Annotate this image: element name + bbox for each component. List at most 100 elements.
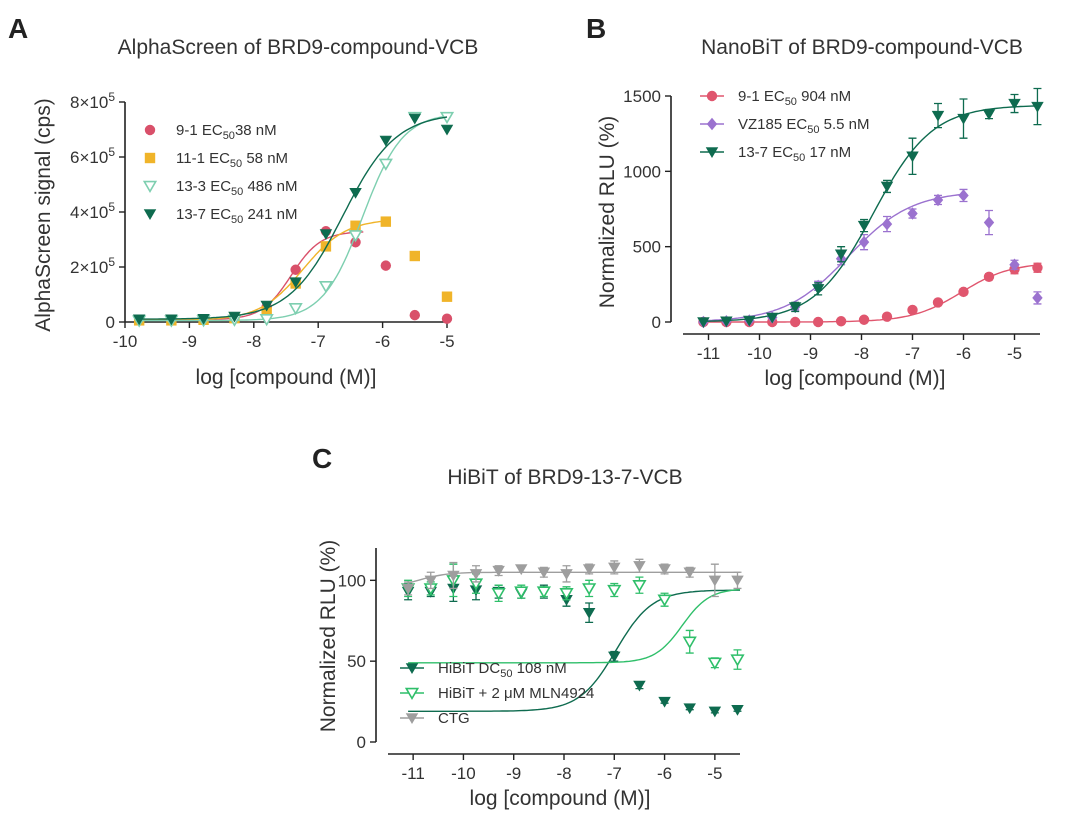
data-point — [608, 651, 621, 663]
legend-label-value: 904 nM — [797, 88, 851, 105]
data-point — [881, 311, 893, 322]
data-point — [559, 588, 574, 601]
data-point — [289, 277, 302, 289]
data-point — [350, 220, 361, 231]
data-point — [492, 565, 505, 577]
data-point — [378, 158, 393, 171]
x-axis-label: log [compound (M)] — [196, 366, 377, 389]
y-tick-label-base: 4×10 — [70, 203, 108, 222]
legend-marker — [144, 152, 156, 164]
x-tick-label: -9 — [506, 764, 521, 783]
data-point — [932, 193, 944, 207]
y-tick-label: 2×105 — [70, 255, 115, 277]
data-point — [683, 703, 696, 715]
legend-label-value: 58 nM — [242, 150, 288, 167]
data-point — [165, 314, 178, 326]
data-point — [536, 586, 551, 599]
x-tick-label: -11 — [401, 764, 424, 783]
legend-label-main: VZ185 EC — [738, 116, 807, 133]
y-tick-label: 6×105 — [70, 145, 115, 167]
data-point — [880, 181, 894, 193]
data-point — [657, 594, 672, 607]
y-tick-label-base: 0 — [106, 313, 115, 332]
legend-item: 9-1 EC50 904 nM — [700, 88, 851, 108]
data-point — [1008, 98, 1021, 110]
data-point — [288, 303, 303, 316]
y-tick-label: 0 — [106, 313, 115, 332]
data-point — [537, 567, 551, 579]
data-point — [560, 569, 573, 580]
data-point — [983, 271, 995, 282]
legend-label-value: 17 nM — [805, 144, 851, 161]
x-tick-label: -9 — [182, 332, 197, 351]
x-tick-label: -6 — [956, 344, 971, 363]
x-tick-label: -6 — [375, 332, 390, 351]
data-point — [319, 229, 333, 241]
data-point — [932, 297, 944, 308]
data-point — [491, 588, 506, 601]
legend-label-main: 11-1 EC — [176, 150, 230, 167]
legend-label-subscript: 50 — [231, 186, 243, 198]
series-1 — [698, 188, 1043, 329]
legend-label-value: 241 nM — [243, 206, 297, 223]
x-tick-label: -10 — [113, 332, 138, 351]
data-point — [469, 569, 483, 580]
legend-item: HiBiT DC50 108 nM — [400, 660, 567, 680]
y-tick-label: 0 — [357, 733, 366, 752]
data-point — [983, 216, 995, 229]
legend-label: HiBiT DC50 108 nM — [438, 660, 567, 680]
data-point — [401, 583, 415, 595]
data-point — [708, 706, 722, 718]
x-tick-label: -10 — [451, 764, 476, 783]
series-3 — [132, 113, 454, 326]
legend-label-subscript: 50 — [223, 130, 235, 142]
data-point — [582, 583, 597, 596]
data-point — [958, 286, 969, 298]
x-tick-label: -7 — [311, 332, 326, 351]
legend-label-subscript: 50 — [793, 152, 805, 164]
data-point — [582, 564, 596, 576]
y-tick-label-base: 2×10 — [70, 258, 108, 277]
x-tick-label: -7 — [905, 344, 920, 363]
data-point — [707, 657, 722, 670]
fit-curve — [408, 588, 741, 664]
legend-label: CTG — [438, 710, 470, 727]
data-point — [811, 284, 825, 295]
x-tick-label: -11 — [697, 344, 720, 363]
data-point — [348, 230, 363, 243]
panel-letter: C — [312, 443, 332, 474]
legend-label-subscript: 50 — [807, 124, 819, 136]
legend-label: 9-1 EC50 904 nM — [738, 88, 851, 108]
data-point — [290, 264, 301, 275]
data-point — [658, 564, 671, 576]
data-point — [424, 575, 437, 587]
chart-title: HiBiT of BRD9-13-7-VCB — [447, 466, 682, 489]
legend-label-subscript: 50 — [785, 96, 797, 108]
data-point — [658, 696, 671, 708]
data-point — [731, 704, 744, 716]
x-tick-label: -8 — [556, 764, 571, 783]
fit-curve — [407, 571, 740, 584]
legend-marker — [142, 180, 158, 194]
legend-label-value: 108 nM — [512, 660, 566, 677]
data-point — [708, 575, 722, 587]
legend-marker — [143, 209, 157, 221]
y-tick-label-base: 8×10 — [70, 93, 108, 112]
data-point — [379, 135, 393, 147]
y-axis-label: AlphaScreen signal (cps) — [32, 98, 55, 331]
panel-letter: A — [8, 13, 28, 44]
legend-item: 11-1 EC50 58 nM — [144, 150, 288, 170]
legend-label-main: CTG — [438, 710, 470, 727]
data-point — [408, 113, 422, 125]
data-point — [515, 564, 528, 576]
legend: HiBiT DC50 108 nM HiBiT + 2 μM MLN4924 CTG — [400, 660, 594, 727]
legend-label-subscript: 50 — [231, 214, 243, 226]
legend-marker — [706, 117, 718, 131]
data-point — [441, 291, 453, 302]
data-point — [197, 313, 210, 325]
data-point — [682, 636, 697, 649]
y-tick-label-exponent: 5 — [108, 200, 115, 214]
